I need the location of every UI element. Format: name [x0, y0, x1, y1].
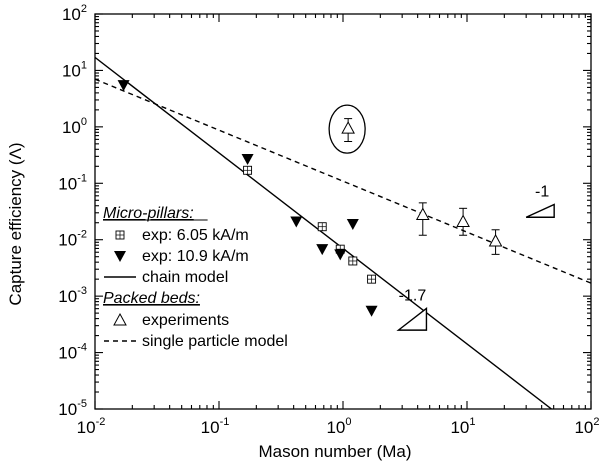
y-tick-label: 10-1: [58, 172, 87, 193]
slope-label: -1: [535, 184, 549, 201]
legend-symbol: [115, 230, 125, 240]
legend-entry-label: chain model: [142, 269, 228, 286]
data-point-6kA: [243, 165, 253, 175]
data-point-packed-bed: [415, 207, 430, 220]
slope-triangle: [396, 307, 428, 331]
legend: Micro-pillars: exp: 6.05 kA/m exp: 10.9 kA…: [103, 205, 288, 350]
x-axis-label: Mason number (Ma): [258, 442, 411, 461]
data-point-6kA: [317, 222, 327, 232]
data-point-10kA: [117, 80, 130, 92]
data-point-10kA: [346, 218, 359, 230]
y-tick-label: 102: [62, 3, 87, 24]
x-tick-label: 102: [574, 416, 599, 437]
data-point-10kA: [241, 153, 254, 165]
data-point-10kA: [290, 216, 303, 228]
legend-symbol: [113, 312, 127, 326]
x-tick-label: 10-1: [201, 416, 230, 437]
legend-entry-label: exp: 10.9 kA/m: [142, 248, 249, 265]
data-point-packed-bed: [456, 214, 470, 228]
legend-entry-label: single particle model: [142, 333, 288, 350]
annotations: -1 -1.7: [328, 104, 555, 331]
data-point-10kA: [316, 244, 329, 256]
y-axis-label: Capture efficiency (Λ): [6, 142, 25, 305]
x-tick-label: 100: [326, 416, 351, 437]
x-tick-label: 101: [450, 416, 475, 437]
legend-entry-label: experiments: [142, 312, 229, 329]
chain-model-line: [95, 56, 552, 409]
data-point-6kA: [367, 274, 377, 284]
y-tick-label: 10-4: [58, 342, 87, 363]
legend-symbol: [114, 251, 126, 262]
axis-ticks: [94, 13, 592, 410]
data-point-6kA: [348, 256, 358, 266]
data-point-packed-bed: [341, 121, 355, 134]
tick-labels: 10-2 10-1 100 101 102 10-5 10-4 10-3 10-2 10-1 100…: [58, 3, 599, 437]
y-tick-label: 10-5: [58, 398, 87, 419]
y-tick-label: 10-3: [58, 285, 87, 306]
model-lines: [95, 56, 591, 409]
y-tick-label: 100: [62, 116, 87, 137]
data-point-10kA: [334, 249, 347, 261]
data-markers: [117, 80, 503, 317]
legend-group-title: Packed beds:: [103, 290, 200, 307]
x-tick-label: 10-2: [77, 416, 106, 437]
data-point-packed-bed: [488, 233, 503, 247]
slope-triangle: [525, 203, 555, 218]
legend-group-title: Micro-pillars:: [103, 205, 194, 222]
highlight-ellipse: [328, 104, 366, 154]
legend-entry-label: exp: 6.05 kA/m: [142, 227, 249, 244]
y-tick-label: 10-2: [58, 229, 87, 250]
data-point-10kA: [365, 305, 378, 317]
y-tick-label: 101: [62, 59, 87, 80]
slope-label: -1.7: [399, 287, 427, 304]
